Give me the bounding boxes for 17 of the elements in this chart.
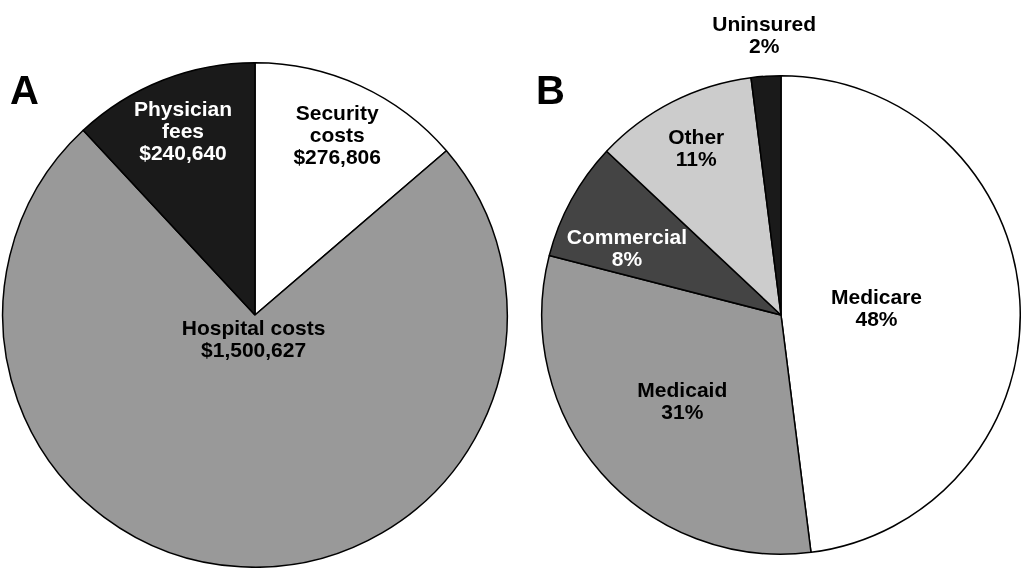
slice-label: Security costs [295, 101, 379, 147]
data-label: 8% [611, 247, 643, 271]
slice-label: Commercial [566, 225, 687, 249]
data-label: 11% [675, 146, 718, 170]
slice-label: Medicaid [637, 377, 728, 401]
text: B [536, 68, 565, 113]
slice-label: Uninsured [712, 12, 817, 36]
data-label: 2% [748, 34, 780, 58]
data-label: $240,640 [139, 140, 227, 164]
slice-label: Other [668, 124, 725, 148]
chart-title: A [10, 68, 39, 113]
data-label: 48% [855, 306, 898, 330]
slice-label: Physician fees [133, 96, 233, 142]
data-label: $276,806 [293, 145, 381, 169]
data-label: 31% [661, 399, 704, 423]
slice-label: Medicare [830, 284, 923, 308]
slice-label: Hospital costs [181, 315, 326, 339]
